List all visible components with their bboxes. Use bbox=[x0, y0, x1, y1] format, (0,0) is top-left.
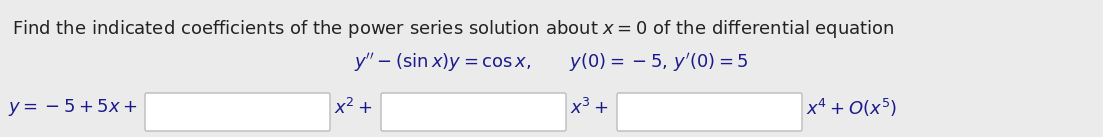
Text: $x^3+$: $x^3+$ bbox=[570, 98, 609, 118]
Text: $x^2+$: $x^2+$ bbox=[334, 98, 373, 118]
Text: $y = -5 + 5x+$: $y = -5 + 5x+$ bbox=[8, 98, 138, 119]
FancyBboxPatch shape bbox=[617, 93, 802, 131]
FancyBboxPatch shape bbox=[144, 93, 330, 131]
Text: Find the indicated coefficients of the power series solution about $x = 0$ of th: Find the indicated coefficients of the p… bbox=[12, 18, 895, 40]
Text: $x^4 + O(x^5)$: $x^4 + O(x^5)$ bbox=[806, 97, 897, 119]
Text: $y'' - (\sin x)y = \cos x, \qquad y(0) = -5,\, y'(0) = 5$: $y'' - (\sin x)y = \cos x, \qquad y(0) =… bbox=[354, 51, 748, 73]
FancyBboxPatch shape bbox=[381, 93, 566, 131]
